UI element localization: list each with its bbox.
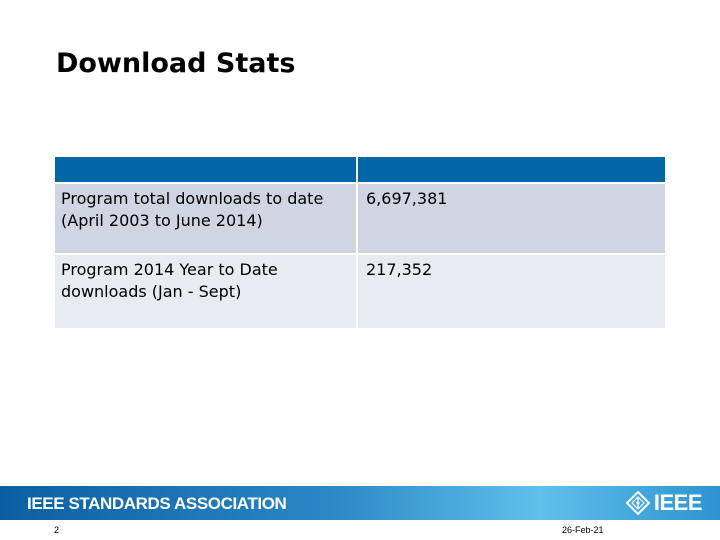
slide-date: 26-Feb-21 [562, 525, 604, 535]
slide-title: Download Stats [56, 48, 296, 79]
footer-bar: IEEE STANDARDS ASSOCIATION IEEE [0, 486, 720, 520]
stat-label: Program total downloads to date (April 2… [55, 184, 358, 255]
stat-label: Program 2014 Year to Date downloads (Jan… [55, 255, 358, 328]
table-row: Program total downloads to date (April 2… [55, 184, 665, 255]
table-header-row [55, 157, 665, 184]
page-number: 2 [54, 525, 60, 535]
table-header-cell [358, 157, 665, 184]
ieee-logo: IEEE [625, 490, 703, 515]
table-header-cell [55, 157, 358, 184]
download-stats-table: Program total downloads to date (April 2… [55, 157, 665, 328]
ieee-diamond-icon [625, 491, 650, 515]
stat-value: 6,697,381 [358, 184, 665, 255]
stat-value: 217,352 [358, 255, 665, 328]
organization-name: IEEE STANDARDS ASSOCIATION [27, 494, 287, 513]
table-row: Program 2014 Year to Date downloads (Jan… [55, 255, 665, 328]
ieee-logo-text: IEEE [653, 490, 703, 515]
